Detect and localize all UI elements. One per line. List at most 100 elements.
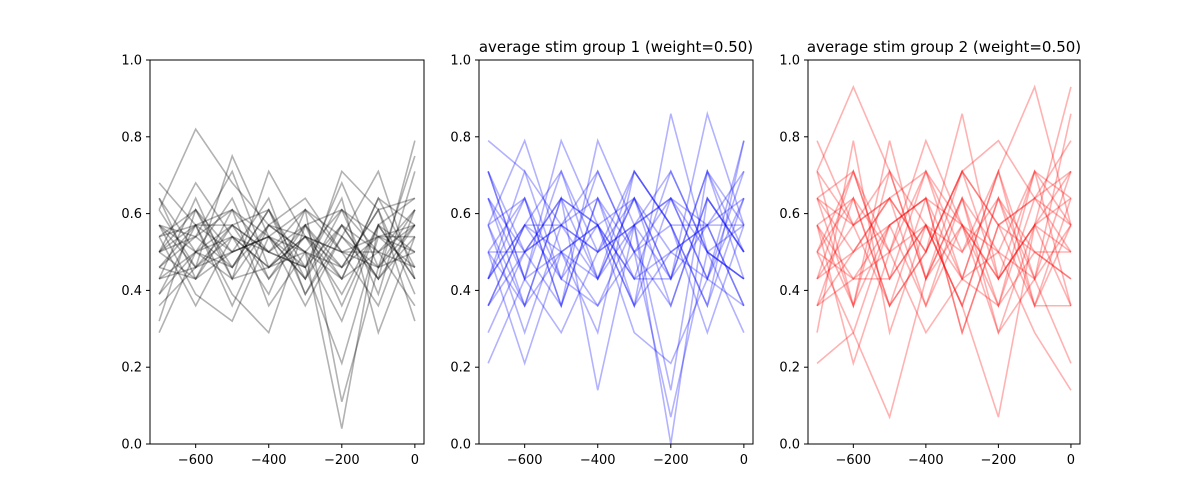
panel-3-series-line-23 <box>816 169 1071 308</box>
panel-1-series-line-11 <box>158 207 416 322</box>
panel-2-x-tick-label: −400 <box>580 453 616 468</box>
panel-1-series-lines <box>158 127 416 429</box>
panel-2-series-line-14 <box>487 196 745 309</box>
panel-3-series-line-5 <box>816 195 1072 336</box>
panel-1-series-line-17 <box>158 196 416 336</box>
panel-2-y-tick-label: 1.0 <box>450 54 471 69</box>
panel-3-series-line-20 <box>816 168 1072 336</box>
panel-2-series-line-10 <box>487 250 745 418</box>
panel-2-series-line-22 <box>487 169 745 280</box>
panel-3-y-tick-label: 0.0 <box>779 438 800 453</box>
panel-2-series-line-9 <box>487 169 745 391</box>
panel-1-series-line-24 <box>158 223 416 324</box>
panel-2-series-line-18 <box>487 168 745 307</box>
panel-2-series-line-21 <box>487 196 745 309</box>
panel-1-series-line-22 <box>158 208 416 295</box>
panel-2-x-tick-label: −600 <box>507 453 543 468</box>
panel-1-axes-frame <box>149 59 425 445</box>
panel-3-x-tick-label: −400 <box>908 453 944 468</box>
panel-3-series-line-9 <box>816 223 1072 420</box>
panel-1-series-line-25 <box>158 181 415 296</box>
panel-1-x-tick-label: 0 <box>411 453 419 468</box>
panel-3-series-line-19 <box>816 168 1072 281</box>
panel-3-series-line-14 <box>816 168 1072 306</box>
panel-1-x-tick-label: −400 <box>251 453 287 468</box>
panel-3-series-line-22 <box>816 170 1072 307</box>
panel-3-y-tick-label: 0.4 <box>779 284 800 299</box>
panel-2-series-line-6 <box>487 169 745 308</box>
panel-2-x-tick-label: −200 <box>653 453 689 468</box>
panel-2-series-line-16 <box>487 169 745 307</box>
panel-2-series-line-3 <box>487 110 745 308</box>
panel-1-series-line-3 <box>158 127 416 268</box>
panel-1-series-line-2 <box>158 197 416 281</box>
panel-3-chart: average stim group 2 (weight=0.50) 0.0 0.… <box>779 38 1081 468</box>
panel-1-x-tick-label: −600 <box>178 453 214 468</box>
panel-1-series-line-6 <box>158 169 416 281</box>
panel-3-axes-frame <box>807 59 1081 445</box>
panel-2-chart: average stim group 1 (weight=0.50) 0.0 0.… <box>450 38 754 468</box>
panel-3-y-tick-label: 1.0 <box>779 54 800 69</box>
panel-2-series-line-20 <box>487 196 745 309</box>
panel-1-series-line-1 <box>158 182 416 269</box>
panel-2-series-line-24 <box>487 196 745 307</box>
panel-1-series-line-10 <box>158 196 416 307</box>
panel-1-series-line-14 <box>158 208 416 429</box>
panel-3-series-line-16 <box>816 169 1072 308</box>
panel-2-y-tick-label: 0.2 <box>450 361 471 376</box>
panel-1-y-tick-label: 0.8 <box>121 130 142 145</box>
panel-3-y-tick-label: 0.8 <box>779 130 800 145</box>
panel-3-series-line-1 <box>816 86 1072 281</box>
panel-2-y-tick-label: 0.0 <box>450 438 471 453</box>
panel-3-series-lines <box>816 84 1072 420</box>
panel-1-series-line-26 <box>158 180 416 280</box>
panel-1-series-line-7 <box>158 208 416 281</box>
panel-1-series-line-12 <box>158 224 416 366</box>
panel-2-series-line-1 <box>487 140 745 281</box>
panel-2-series-line-11 <box>487 195 745 445</box>
panel-3-series-line-11 <box>816 140 1072 254</box>
panel-1-series-line-13 <box>158 208 416 402</box>
panel-3-series-line-8 <box>816 140 1072 418</box>
panel-2-series-line-5 <box>487 169 745 308</box>
panel-2-title: average stim group 1 (weight=0.50) <box>479 38 753 56</box>
panel-1-series-line-5 <box>158 155 416 281</box>
panel-1-series-line-16 <box>158 207 416 335</box>
panel-1-series-line-4 <box>158 153 416 281</box>
panel-1-y-tick-label: 0.0 <box>121 438 142 453</box>
panel-1-x-tick-label: −200 <box>324 453 360 468</box>
panel-3-series-line-12 <box>816 197 1072 308</box>
panel-2-axes-frame <box>478 59 754 445</box>
panel-3-title: average stim group 2 (weight=0.50) <box>807 38 1081 56</box>
panel-3-x-tick-label: −600 <box>835 453 871 468</box>
panel-3-series-line-7 <box>816 169 1072 307</box>
panel-3-series-line-6 <box>816 169 1072 309</box>
panel-3-x-tick-label: −200 <box>981 453 1017 468</box>
panel-3-x-tick-label: 0 <box>1067 453 1075 468</box>
panel-1-y-tick-label: 0.2 <box>121 361 142 376</box>
panel-3-series-line-18 <box>816 196 1072 336</box>
panel-1-series-line-28 <box>158 208 416 296</box>
panel-1-series-line-27 <box>158 208 416 295</box>
panel-2-series-line-23 <box>487 168 745 281</box>
panel-3-series-line-2 <box>816 84 1072 281</box>
panel-1-series-line-8 <box>158 196 416 308</box>
panel-1-series-line-18 <box>158 196 416 307</box>
panel-3-series-line-21 <box>816 195 1071 308</box>
panel-3-series-line-15 <box>816 168 1072 309</box>
panel-2-x-tick-label: 0 <box>740 453 748 468</box>
panel-1-y-tick-label: 1.0 <box>121 54 142 69</box>
panel-2-series-lines <box>487 110 745 445</box>
panel-3-y-tick-label: 0.6 <box>779 207 800 222</box>
panel-1-series-line-15 <box>158 140 416 297</box>
panel-1-series-line-20 <box>158 208 416 308</box>
panel-3-series-line-17 <box>816 196 1072 308</box>
panel-1-chart: 0.0 0.2 0.4 0.6 0.8 1.0 −600 −400 −200 0 <box>121 54 425 468</box>
panel-2-series-line-12 <box>487 171 745 365</box>
panel-2-y-tick-label: 0.6 <box>450 207 471 222</box>
panel-3-series-line-4 <box>816 139 1072 309</box>
panel-2-series-line-8 <box>487 196 745 333</box>
panel-1-y-tick-label: 0.6 <box>121 207 142 222</box>
